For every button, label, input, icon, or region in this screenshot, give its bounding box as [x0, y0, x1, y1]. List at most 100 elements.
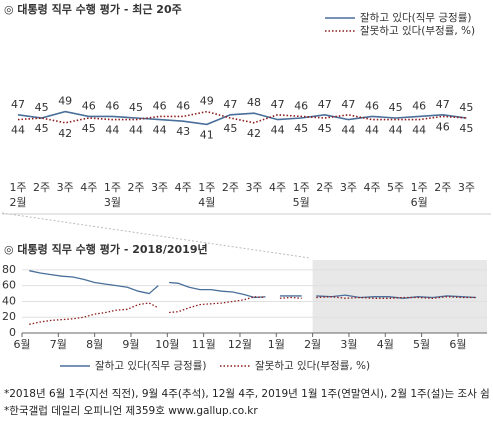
value-label: 46	[365, 99, 379, 112]
value-label: 45	[223, 122, 237, 135]
value-label: 45	[294, 122, 308, 135]
x-month-label: 3월	[104, 196, 121, 209]
x-tick-label: 2주	[222, 181, 239, 194]
x-tick-label: 2주	[316, 181, 333, 194]
x-tick-label: 12월	[228, 338, 252, 351]
value-label: 48	[247, 96, 261, 109]
legend-label: 잘하고 있다(직무 긍정률)	[360, 11, 471, 24]
x-tick-label: 1주	[293, 181, 310, 194]
value-label: 47	[11, 98, 25, 111]
y-tick-label: 40	[2, 294, 16, 307]
value-label: 44	[11, 124, 25, 137]
legend-label: 잘못하고 있다(부정률, %)	[360, 24, 475, 37]
series-line	[169, 296, 266, 314]
x-tick-label: 4주	[269, 181, 286, 194]
series-line	[316, 296, 477, 299]
x-tick-label: 7월	[50, 338, 67, 351]
legend-label: 잘하고 있다(직무 긍정률)	[95, 359, 206, 372]
value-label: 47	[341, 98, 355, 111]
value-label: 44	[341, 124, 355, 137]
value-label: 45	[389, 101, 403, 114]
x-tick-label: 3월	[340, 338, 357, 351]
series-line	[279, 296, 302, 299]
value-label: 44	[271, 124, 285, 137]
value-label: 46	[412, 99, 426, 112]
series-line	[169, 281, 266, 299]
x-tick-label: 1주	[104, 181, 121, 194]
x-tick-label: 1월	[268, 338, 285, 351]
x-tick-label: 3주	[340, 181, 357, 194]
value-label: 47	[223, 98, 237, 111]
x-tick-label: 10월	[155, 338, 179, 351]
value-label: 44	[412, 124, 426, 137]
x-tick-label: 4주	[363, 181, 380, 194]
value-label: 43	[176, 125, 190, 138]
chart-title: ◎ 대통령 직무 수행 평가 - 최근 20주	[4, 2, 182, 16]
series-line	[316, 294, 477, 299]
value-label: 44	[105, 124, 119, 137]
value-label: 46	[436, 120, 450, 133]
x-tick-label: 5월	[413, 338, 430, 351]
chart-title: ◎ 대통령 직무 수행 평가 - 2018/2019년	[4, 242, 208, 256]
value-label: 44	[129, 124, 143, 137]
series-line	[17, 110, 467, 126]
x-tick-label: 4월	[377, 338, 394, 351]
value-label: 47	[318, 98, 332, 111]
x-tick-label: 1주	[198, 181, 215, 194]
value-label: 46	[294, 99, 308, 112]
value-label: 42	[247, 127, 261, 140]
value-label: 45	[459, 122, 473, 135]
value-label: 45	[459, 101, 473, 114]
x-month-label: 4월	[198, 196, 215, 209]
value-label: 46	[105, 99, 119, 112]
x-tick-label: 3주	[151, 181, 168, 194]
x-tick-label: 3주	[458, 181, 475, 194]
value-label: 46	[153, 99, 167, 112]
value-label: 42	[58, 127, 72, 140]
value-label: 41	[200, 128, 214, 141]
x-tick-label: 2주	[33, 181, 50, 194]
x-tick-label: 4주	[175, 181, 192, 194]
x-tick-label: 5주	[387, 181, 404, 194]
value-label: 44	[365, 124, 379, 137]
footnote: *2018년 6월 1주(지선 직전), 9월 4주(추석), 12월 4주, …	[4, 388, 490, 400]
x-tick-label: 3주	[245, 181, 262, 194]
x-tick-label: 6월	[449, 338, 466, 351]
x-tick-label: 6월	[13, 338, 30, 351]
x-tick-label: 1주	[9, 181, 26, 194]
value-label: 45	[129, 101, 143, 114]
value-label: 45	[82, 122, 96, 135]
x-tick-label: 2주	[434, 181, 451, 194]
value-label: 47	[436, 98, 450, 111]
value-label: 46	[176, 99, 190, 112]
value-label: 45	[35, 101, 49, 114]
x-month-label: 6월	[411, 196, 428, 209]
value-label: 49	[200, 95, 214, 108]
x-tick-label: 2월	[304, 338, 321, 351]
y-tick-label: 80	[2, 263, 16, 276]
x-tick-label: 4주	[80, 181, 97, 194]
x-tick-label: 11월	[192, 338, 216, 351]
y-tick-label: 20	[2, 310, 16, 323]
y-tick-label: 60	[2, 279, 16, 292]
footnote: *한국갤럽 데일리 오피니언 제359호 www.gallup.co.kr	[4, 404, 258, 417]
value-label: 45	[318, 122, 332, 135]
x-month-label: 2월	[9, 196, 26, 209]
value-label: 49	[58, 95, 72, 108]
legend-label: 잘못하고 있다(부정률, %)	[255, 359, 370, 372]
value-label: 46	[82, 99, 96, 112]
value-label: 47	[271, 98, 285, 111]
series-line	[29, 302, 159, 325]
x-tick-label: 3주	[57, 181, 74, 194]
y-tick-label: 0	[9, 326, 16, 339]
value-label: 44	[389, 124, 403, 137]
x-tick-label: 2주	[127, 181, 144, 194]
value-label: 44	[153, 124, 167, 137]
series-line	[17, 110, 467, 124]
series-line	[29, 270, 159, 295]
x-tick-label: 8월	[86, 338, 103, 351]
x-tick-label: 9월	[122, 338, 139, 351]
value-label: 45	[35, 122, 49, 135]
